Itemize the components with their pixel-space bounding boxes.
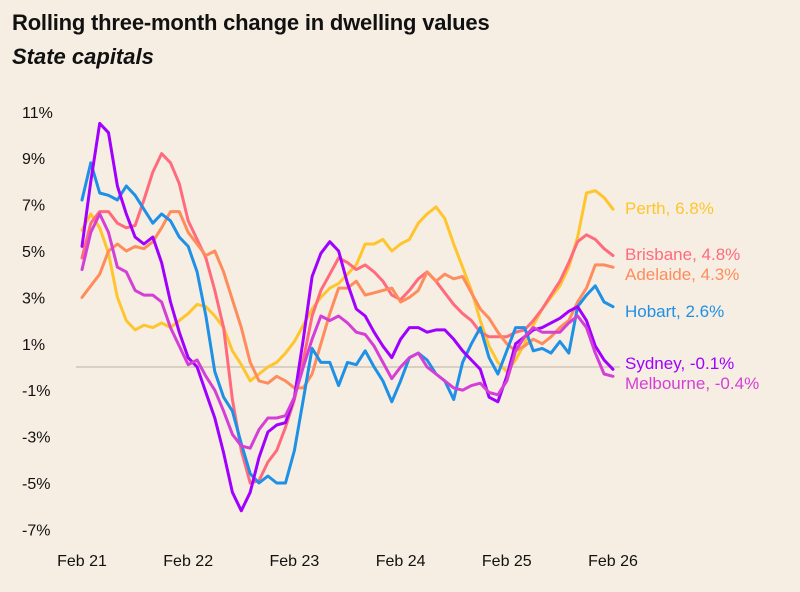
x-tick-label: Feb 22 [163,553,213,570]
y-tick-label: 1% [22,337,45,354]
chart-title: Rolling three-month change in dwelling v… [12,10,490,35]
y-tick-label: -3% [22,430,50,447]
x-tick-label: Feb 23 [269,553,319,570]
series-line-adelaide [80,210,615,390]
chart-subtitle: State capitals [12,44,154,69]
series-label-perth: Perth, 6.8% [625,199,714,218]
series-label-melbourne: Melbourne, -0.4% [625,374,759,393]
y-tick-label: 3% [22,290,45,307]
series-line-melbourne [80,212,615,450]
x-tick-label: Feb 21 [57,553,107,570]
x-tick-label: Feb 26 [588,553,638,570]
series-lines [80,121,615,513]
y-tick-label: -7% [22,522,50,539]
series-labels: Perth, 6.8% Brisbane, 4.8%Adelaide, 4.3% H… [625,199,759,393]
y-tick-label: 11% [22,105,53,122]
series-line-brisbane [80,152,615,485]
y-tick-label: 7% [22,198,45,215]
series-label-hobart: Hobart, 2.6% [625,302,724,321]
y-tick-label: -1% [22,383,50,400]
series-label-sydney: Sydney, -0.1% [625,354,734,373]
x-tick-label: Feb 24 [376,553,426,570]
x-tick-label: Feb 25 [482,553,532,570]
series-label-adelaide: Adelaide, 4.3% [625,265,739,284]
y-tick-label: 5% [22,244,45,261]
series-line-hobart [80,161,615,485]
series-label-brisbane: Brisbane, 4.8% [625,245,740,264]
y-axis: 11% 9% 7% 5% 3% 1% -1% -3% -5% -7% [22,105,53,540]
y-tick-label: 9% [22,151,45,168]
y-tick-label: -5% [22,476,50,493]
series-line-sydney [80,121,615,513]
x-axis: Feb 21 Feb 22 Feb 23 Feb 24 Feb 25 Feb 26 [57,553,638,570]
